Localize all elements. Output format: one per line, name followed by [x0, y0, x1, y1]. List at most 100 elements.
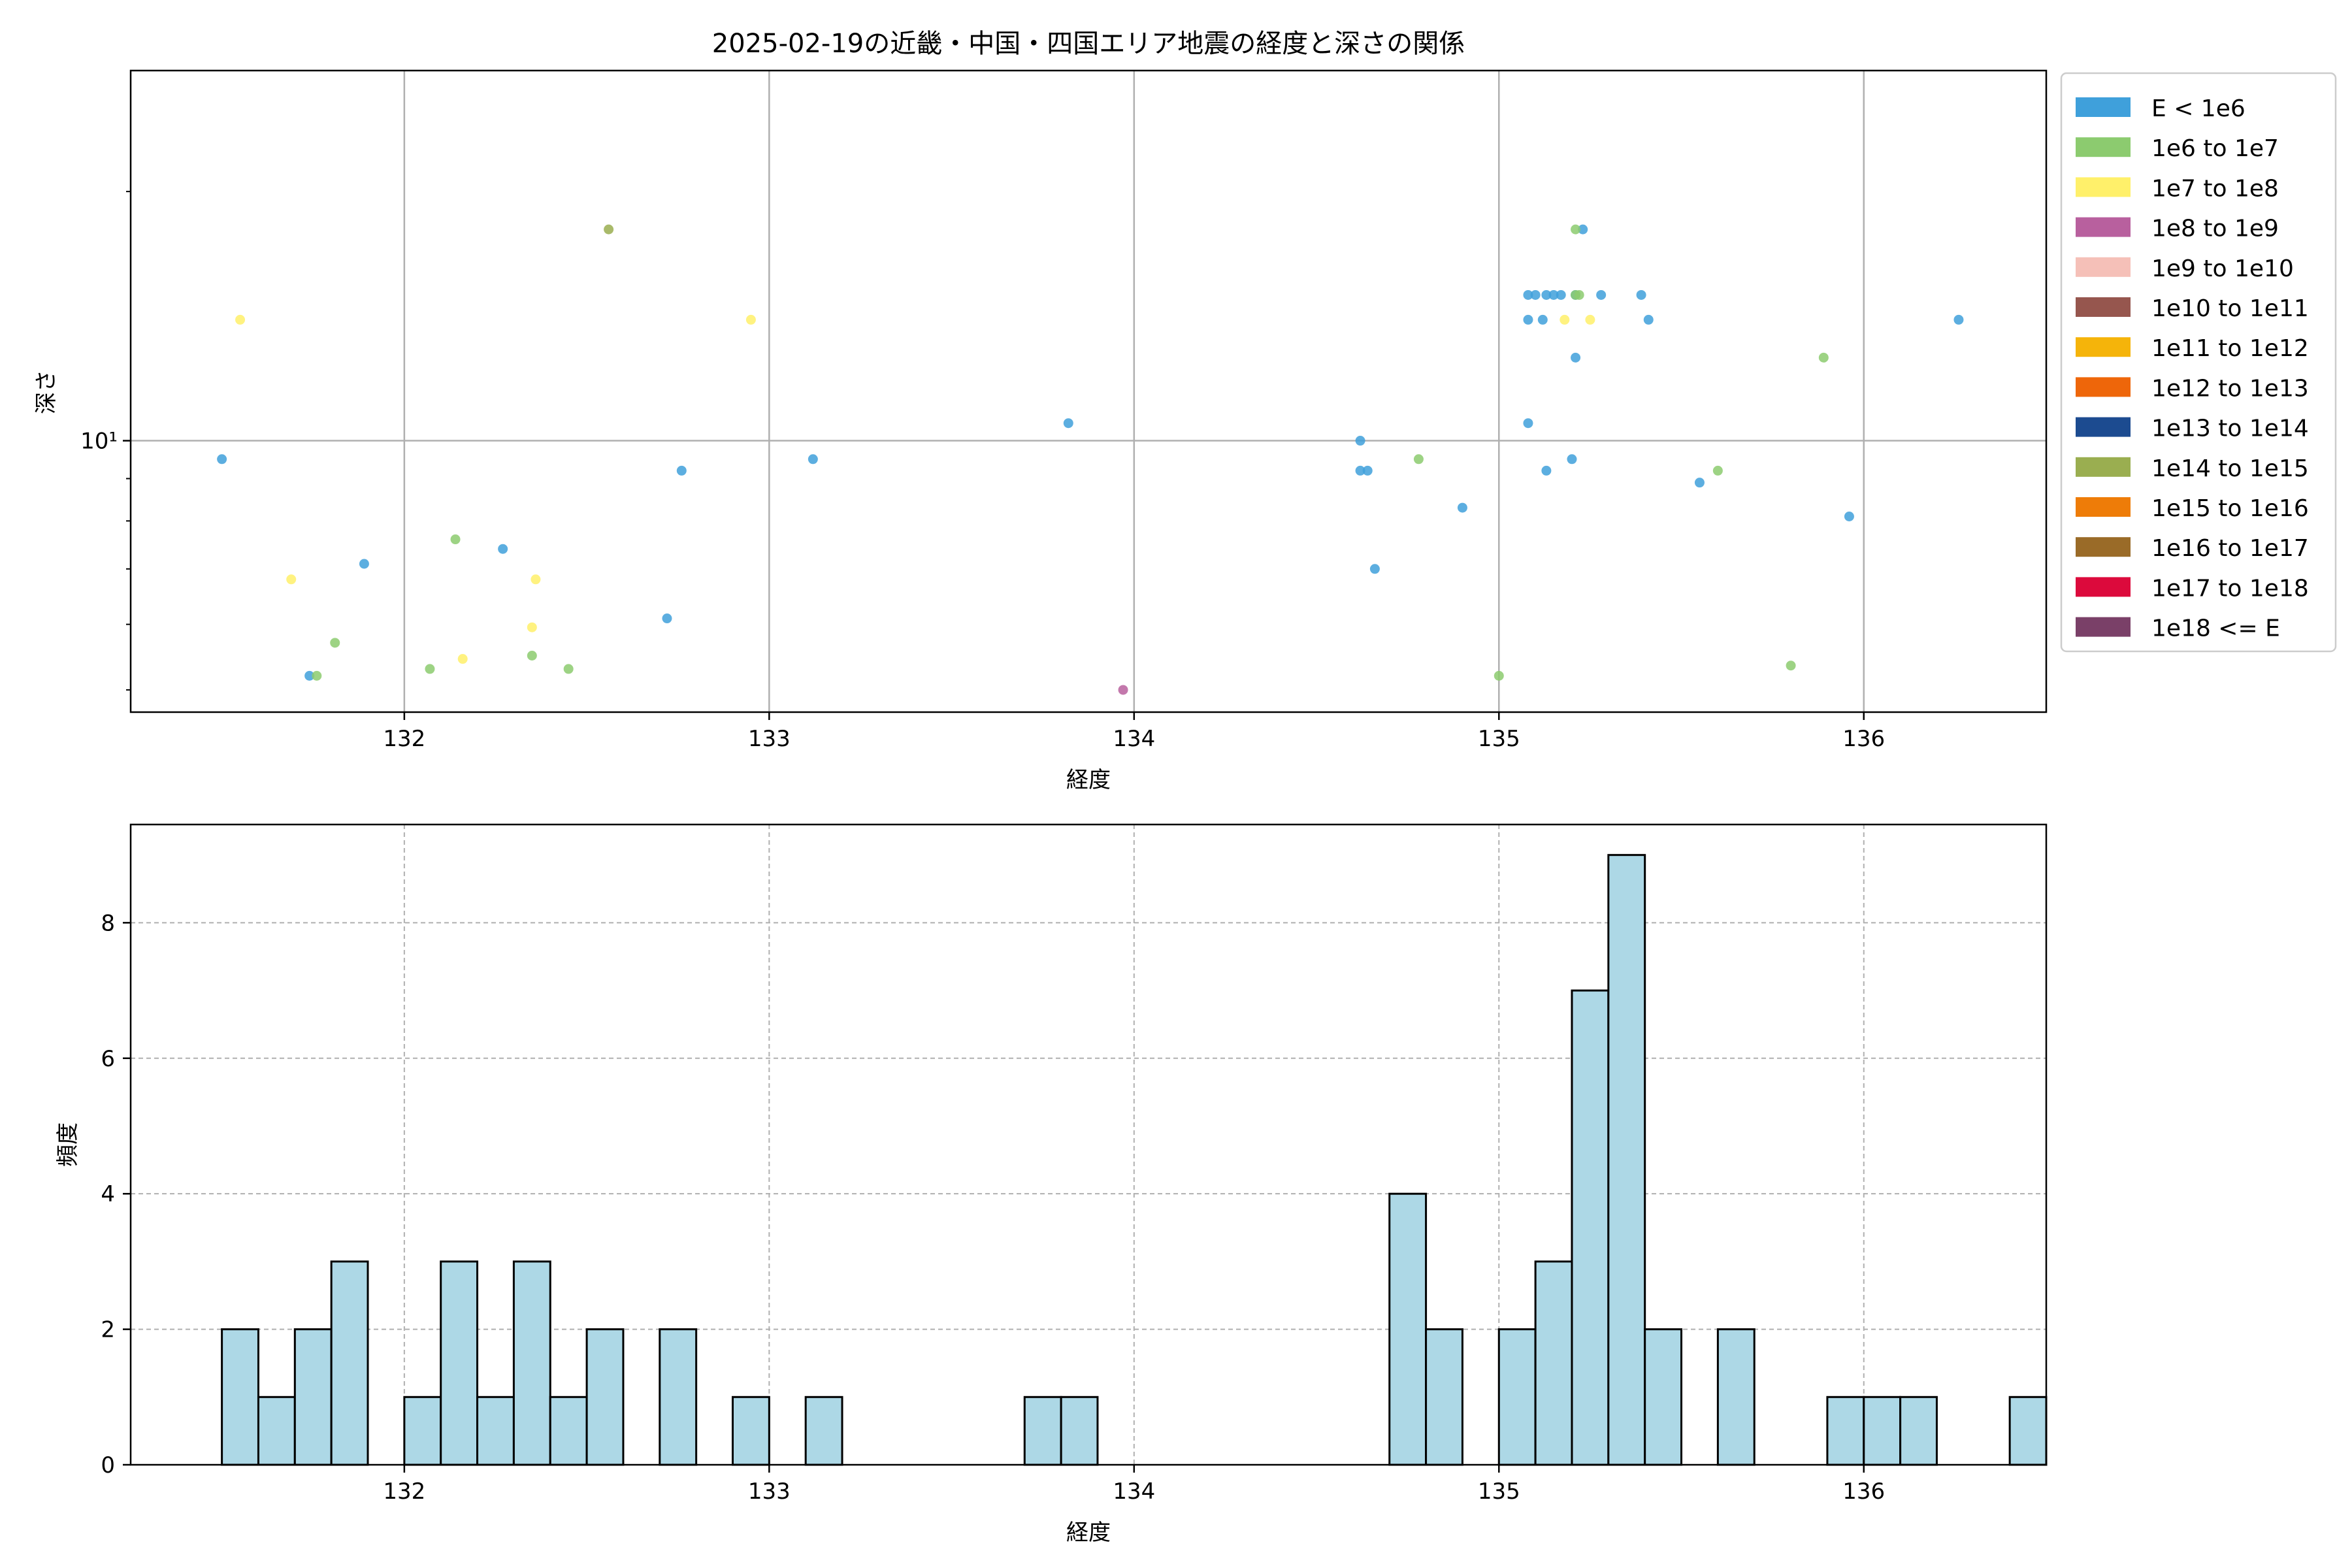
histogram-bar	[1060, 1396, 1099, 1466]
legend-label: 1e17 to 1e18	[2151, 575, 2309, 602]
histogram-bar	[1644, 1328, 1683, 1466]
scatter-point	[527, 651, 537, 661]
histogram-bar	[440, 1260, 479, 1466]
scatter-point	[450, 534, 461, 545]
chart-title: 2025-02-19の近畿・中国・四国エリア地震の経度と深さの関係	[712, 29, 1465, 59]
histogram-bars	[221, 854, 2048, 1466]
histogram-y-tick-label: 2	[101, 1317, 115, 1343]
legend-label: 1e9 to 1e10	[2151, 255, 2294, 282]
scatter-point	[304, 670, 315, 681]
scatter-point	[1355, 465, 1365, 476]
histogram-x-tick-label: 136	[1842, 1478, 1885, 1505]
scatter-point	[662, 613, 672, 624]
histogram-x-tick-label: 133	[748, 1478, 791, 1505]
histogram-y-tick-label: 0	[101, 1452, 115, 1478]
scatter-chart: 2025-02-19の近畿・中国・四国エリア地震の経度と深さの関係 132 133…	[33, 29, 2337, 793]
scatter-point	[1953, 314, 1964, 325]
scatter-point	[1574, 289, 1584, 300]
scatter-point	[1355, 436, 1365, 446]
histogram-bar	[1826, 1396, 1865, 1466]
scatter-point	[1596, 289, 1607, 300]
scatter-grid	[131, 71, 2046, 712]
scatter-point	[1585, 314, 1595, 325]
legend-label: E < 1e6	[2151, 95, 2246, 122]
legend-label: 1e8 to 1e9	[2151, 216, 2279, 242]
legend-label: 1e14 to 1e15	[2151, 455, 2309, 482]
scatter-point	[1548, 289, 1559, 300]
histogram-bar	[330, 1260, 369, 1466]
legend-items: E < 1e6 1e6 to 1e7 1e7 to 1e8 1e8 to 1e9 1e9…	[2076, 95, 2309, 642]
scatter-point	[808, 454, 818, 465]
scatter-point	[312, 670, 322, 681]
scatter-plot-frame	[129, 69, 2048, 713]
legend-swatch	[2076, 377, 2131, 397]
histogram-y-tick-label: 8	[101, 910, 115, 936]
scatter-point	[745, 314, 756, 325]
histogram-y-axis-label: 頻度	[55, 1122, 81, 1167]
legend-swatch	[2076, 137, 2131, 157]
legend-swatch	[2076, 337, 2131, 357]
legend-swatch	[2076, 537, 2131, 557]
scatter-point	[604, 224, 614, 235]
legend-label: 1e13 to 1e14	[2151, 416, 2309, 442]
histogram-bar	[585, 1328, 625, 1466]
scatter-point	[1578, 224, 1588, 235]
histogram-ticks: 132 133 134 135 136 0 2 4 6 8	[101, 910, 1885, 1505]
scatter-x-tick-label: 136	[1842, 726, 1885, 752]
scatter-point	[498, 544, 508, 554]
histogram-bar	[293, 1328, 333, 1466]
legend-swatch	[2076, 617, 2131, 637]
scatter-point	[1362, 465, 1373, 476]
histogram-bar	[1899, 1396, 1938, 1466]
legend-swatch	[2076, 297, 2131, 317]
scatter-point	[1413, 454, 1424, 465]
scatter-point	[1556, 289, 1566, 300]
legend-label: 1e10 to 1e11	[2151, 295, 2309, 322]
histogram-bar	[1571, 989, 1610, 1466]
scatter-point	[676, 465, 687, 476]
scatter-legend: E < 1e6 1e6 to 1e7 1e7 to 1e8 1e8 to 1e9 1e9…	[2060, 72, 2337, 653]
legend-swatch	[2076, 577, 2131, 597]
histogram-bar	[1607, 854, 1646, 1466]
histogram-bar	[221, 1328, 259, 1466]
histogram-chart: 132 133 134 135 136 0 2 4 6 8 経度 頻度	[55, 823, 2048, 1546]
histogram-bar	[731, 1396, 770, 1466]
legend-swatch	[2076, 217, 2131, 237]
scatter-x-axis-label: 経度	[1066, 767, 1111, 793]
histogram-bar	[1863, 1396, 1902, 1466]
histogram-bar	[403, 1396, 442, 1466]
scatter-point	[1694, 478, 1705, 488]
legend-label: 1e16 to 1e17	[2151, 535, 2309, 562]
scatter-point	[235, 314, 246, 325]
scatter-point	[531, 574, 541, 585]
legend-swatch	[2076, 177, 2131, 197]
legend-label: 1e18 <= E	[2151, 615, 2280, 642]
histogram-x-tick-label: 132	[383, 1478, 425, 1505]
scatter-point	[1636, 289, 1646, 300]
scatter-y-axis-label: 深さ	[33, 370, 59, 414]
histogram-bar	[659, 1328, 698, 1466]
scatter-point	[1457, 502, 1467, 513]
histogram-bar	[1388, 1192, 1428, 1466]
histogram-bar	[1497, 1328, 1537, 1466]
histogram-bar	[804, 1396, 843, 1466]
legend-label: 1e12 to 1e13	[2151, 375, 2309, 402]
legend-label: 1e11 to 1e12	[2151, 335, 2309, 362]
scatter-point	[1118, 685, 1128, 695]
scatter-point	[1523, 289, 1533, 300]
histogram-bar	[1425, 1328, 1463, 1466]
histogram-x-tick-label: 134	[1113, 1478, 1155, 1505]
legend-swatch	[2076, 97, 2131, 117]
scatter-point	[425, 664, 435, 674]
scatter-point	[1643, 314, 1654, 325]
legend-label: 1e7 to 1e8	[2151, 175, 2279, 202]
scatter-point	[1571, 352, 1581, 363]
scatter-point	[457, 654, 468, 664]
scatter-point	[1786, 661, 1796, 671]
scatter-point	[1523, 418, 1533, 429]
legend-label: 1e15 to 1e16	[2151, 495, 2309, 522]
histogram-bar	[549, 1396, 588, 1466]
legend-swatch	[2076, 497, 2131, 517]
